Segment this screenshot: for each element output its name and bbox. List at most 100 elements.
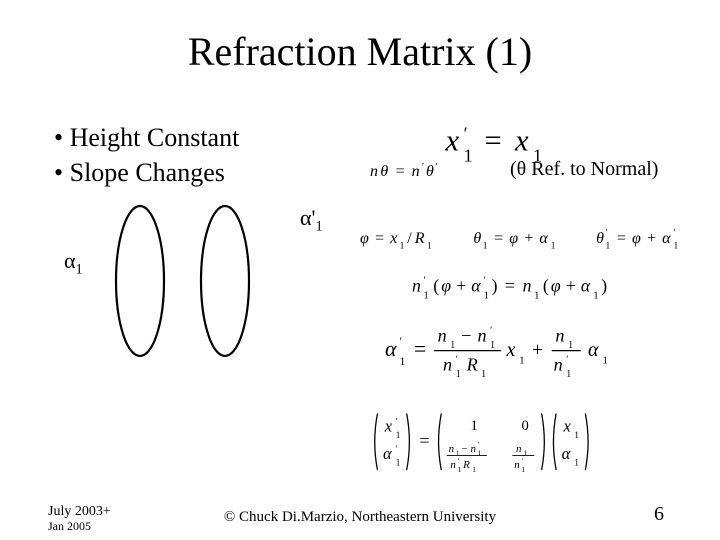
- svg-text:x: x: [384, 417, 393, 436]
- svg-text:+: +: [566, 275, 576, 295]
- svg-text:=: =: [414, 337, 426, 361]
- svg-text:1: 1: [490, 340, 495, 351]
- svg-text:): ): [601, 275, 607, 295]
- svg-text:′: ′: [456, 354, 458, 365]
- svg-text:′: ′: [400, 335, 403, 348]
- svg-text:=: =: [505, 275, 515, 295]
- svg-text:1: 1: [551, 242, 556, 252]
- svg-text:n: n: [412, 163, 420, 180]
- svg-text:′: ′: [396, 416, 398, 426]
- svg-text:′: ′: [606, 228, 608, 238]
- svg-text:0: 0: [522, 418, 529, 434]
- equation-alpha-prime: α′1 = n1 − n′1 n′1 R1 x1 + n1 n′1 α1: [385, 318, 675, 385]
- svg-text:1: 1: [566, 369, 571, 380]
- svg-text:θ: θ: [380, 163, 388, 180]
- svg-text:α: α: [581, 275, 591, 295]
- svg-text:α: α: [385, 337, 397, 361]
- footer-page-number: 6: [654, 503, 664, 526]
- svg-text:α: α: [662, 230, 671, 247]
- svg-text:R: R: [466, 355, 478, 375]
- svg-text:−: −: [461, 443, 467, 455]
- equation-snell: nθ = n′ θ′: [370, 160, 490, 184]
- svg-text:α: α: [471, 275, 481, 295]
- svg-text:α: α: [588, 339, 599, 361]
- svg-text:=: =: [484, 124, 501, 158]
- svg-text:φ: φ: [509, 230, 518, 247]
- svg-text:1: 1: [481, 369, 486, 380]
- svg-text:n: n: [449, 443, 455, 455]
- svg-text:θ: θ: [473, 230, 481, 247]
- svg-text:1: 1: [519, 354, 524, 366]
- svg-text:x: x: [445, 124, 460, 158]
- svg-text:+: +: [647, 230, 656, 247]
- bullet-1: Height Constant: [54, 120, 239, 155]
- svg-text:+: +: [524, 230, 533, 247]
- svg-text:′: ′: [674, 228, 676, 238]
- svg-text:1: 1: [523, 449, 527, 457]
- svg-text:1: 1: [427, 242, 432, 252]
- svg-text:′: ′: [424, 275, 426, 286]
- svg-text:n: n: [412, 275, 421, 295]
- lens-diagram: [100, 196, 300, 366]
- svg-text:1: 1: [470, 418, 477, 434]
- svg-text:n: n: [555, 326, 564, 346]
- svg-text:′: ′: [458, 458, 460, 466]
- svg-text:1: 1: [472, 466, 476, 474]
- svg-text:1: 1: [456, 449, 460, 457]
- svg-text:n: n: [450, 459, 456, 471]
- svg-text:R: R: [414, 230, 425, 247]
- svg-text:n: n: [470, 443, 476, 455]
- svg-text:1: 1: [574, 457, 579, 467]
- svg-text:′: ′: [422, 162, 424, 173]
- label-alpha-1: α1: [64, 248, 83, 278]
- svg-text:x: x: [514, 124, 529, 158]
- svg-text:α: α: [383, 444, 392, 463]
- svg-text:n: n: [477, 326, 486, 346]
- svg-text:(: (: [543, 275, 549, 295]
- svg-text:1: 1: [534, 291, 539, 302]
- svg-text:1: 1: [606, 242, 611, 252]
- svg-text:φ: φ: [360, 230, 369, 247]
- svg-text:n: n: [514, 459, 520, 471]
- svg-text:α: α: [539, 230, 548, 247]
- svg-text:α: α: [562, 444, 571, 463]
- svg-text:1: 1: [478, 449, 482, 457]
- svg-text:n: n: [438, 326, 447, 346]
- svg-text:1: 1: [574, 430, 579, 440]
- svg-text:1: 1: [568, 340, 573, 351]
- svg-text:′: ′: [478, 441, 480, 449]
- bullet-2: Slope Changes: [54, 155, 239, 190]
- svg-text:1: 1: [674, 242, 679, 252]
- svg-text:θ: θ: [596, 230, 604, 247]
- svg-text:1: 1: [533, 146, 542, 166]
- svg-text:n: n: [516, 443, 522, 455]
- svg-text:=: =: [375, 230, 384, 247]
- svg-text:′: ′: [464, 123, 468, 143]
- svg-text:1: 1: [400, 355, 406, 368]
- svg-text:1: 1: [483, 242, 488, 252]
- svg-text:1: 1: [522, 466, 526, 474]
- footer-copyright: © Chuck Di.Marzio, Northeastern Universi…: [0, 509, 720, 526]
- svg-text:/: /: [407, 230, 412, 247]
- svg-text:x: x: [389, 230, 397, 247]
- equation-nprime: n′1 ( φ + α′1 ) = n1 ( φ + α1 ): [412, 272, 642, 302]
- svg-text:n: n: [523, 275, 532, 295]
- svg-text:1: 1: [484, 291, 489, 302]
- svg-text:1: 1: [458, 466, 462, 474]
- svg-text:n: n: [370, 163, 378, 180]
- svg-text:1: 1: [450, 340, 455, 351]
- svg-text:=: =: [494, 230, 503, 247]
- svg-text:(: (: [433, 275, 439, 295]
- svg-text:′: ′: [490, 325, 492, 336]
- svg-text:1: 1: [593, 291, 598, 302]
- svg-text:+: +: [532, 339, 543, 361]
- svg-text:−: −: [461, 326, 471, 346]
- svg-text:φ: φ: [632, 230, 641, 247]
- equation-phi-theta: φ = x1 / R1 θ1 = φ + α1 θ′1 = φ + α′1: [360, 226, 700, 254]
- svg-text:θ: θ: [426, 163, 434, 180]
- svg-text:1: 1: [396, 457, 401, 467]
- svg-text:1: 1: [424, 291, 429, 302]
- svg-text:φ: φ: [551, 275, 561, 295]
- svg-text:φ: φ: [441, 275, 451, 295]
- svg-text:=: =: [419, 430, 429, 450]
